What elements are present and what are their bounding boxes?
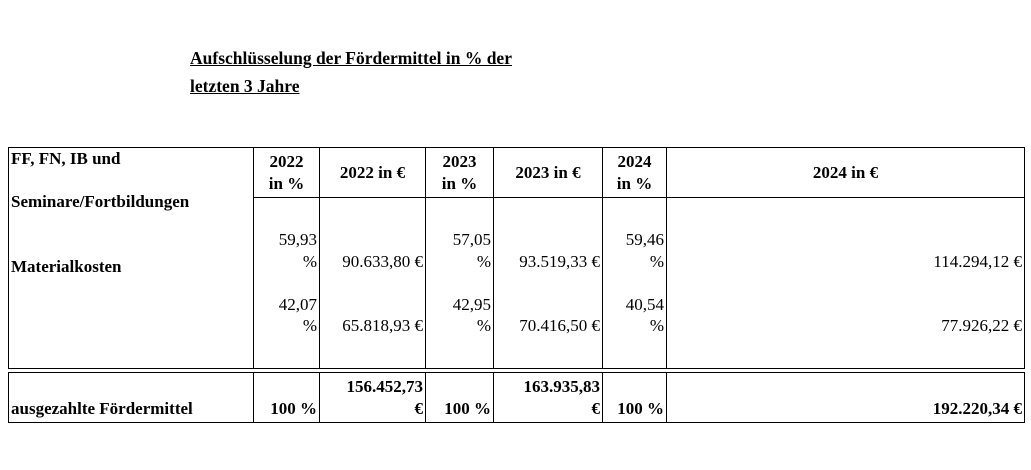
header-2022-percent: 2022 in % [253,147,320,198]
values-2022-euro: 90.633,80 € 65.818,93 € [319,197,426,369]
funding-total-table: ausgezahlte Fördermittel 100 % 156.452,7… [8,372,1025,423]
header-2023-percent: 2023 in % [425,147,494,198]
document-title-line-1: Aufschlüsselung der Fördermittel in % de… [190,48,512,68]
values-2024-percent: 59,46 % 40,54 % [602,197,667,369]
total-2022-euro: 156.452,73 € [319,372,426,423]
header-2024-percent: 2024 in % [602,147,667,198]
document-title: Aufschlüsselung der Fördermittel in % de… [190,44,512,100]
header-2022-euro: 2022 in € [319,147,426,198]
total-2022-percent: 100 % [253,372,320,423]
total-2024-euro: 192.220,34 € [666,372,1025,423]
header-2023-euro: 2023 in € [493,147,603,198]
values-2022-percent: 59,93 % 42,07 % [253,197,320,369]
values-2023-euro: 93.519,33 € 70.416,50 € [493,197,603,369]
values-2023-percent: 57,05 % 42,95 % [425,197,494,369]
total-2024-percent: 100 % [602,372,667,423]
header-2024-euro: 2024 in € [666,147,1025,198]
funding-breakdown-table: FF, FN, IB und Seminare/Fortbildungen Ma… [8,147,1025,369]
total-row-label: ausgezahlte Fördermittel [8,372,254,423]
values-2024-euro: 114.294,12 € 77.926,22 € [666,197,1025,369]
document-title-line-2: letzten 3 Jahre [190,76,300,96]
total-2023-euro: 163.935,83 € [493,372,603,423]
total-2023-percent: 100 % [425,372,494,423]
row-labels-cell: FF, FN, IB und Seminare/Fortbildungen Ma… [8,147,254,369]
